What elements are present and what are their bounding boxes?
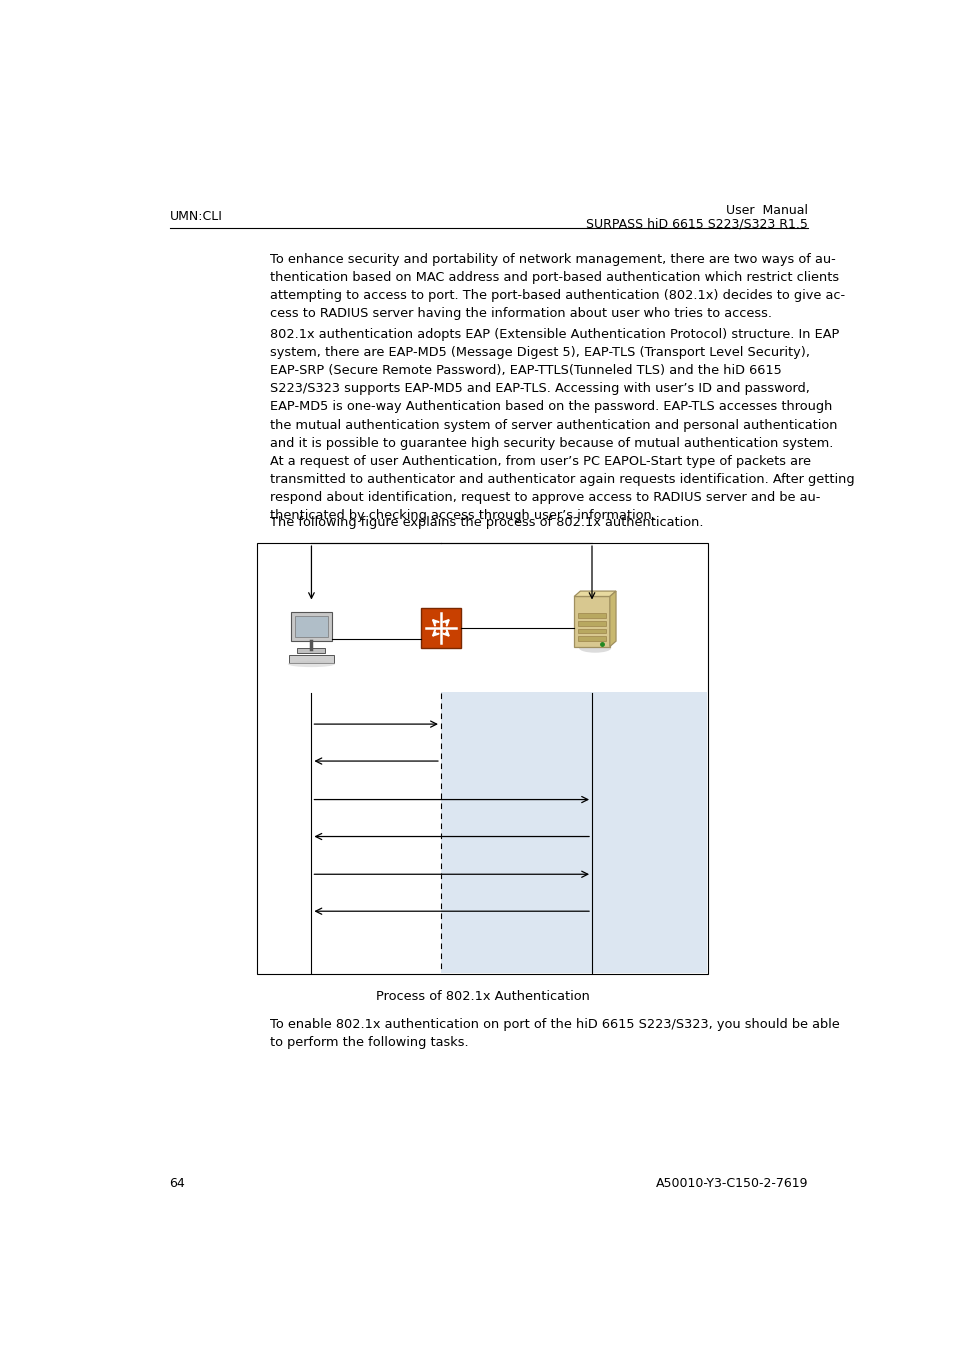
Bar xyxy=(578,621,605,625)
Text: 802.1x authentication adopts EAP (Extensible Authentication Protocol) structure.: 802.1x authentication adopts EAP (Extens… xyxy=(270,328,839,450)
Text: To enable 802.1x authentication on port of the hiD 6615 S223/S323, you should be: To enable 802.1x authentication on port … xyxy=(270,1018,840,1049)
Bar xyxy=(257,543,707,975)
Text: Process of 802.1x Authentication: Process of 802.1x Authentication xyxy=(375,990,589,1003)
Bar xyxy=(440,691,706,973)
Polygon shape xyxy=(609,591,616,647)
FancyBboxPatch shape xyxy=(420,608,460,648)
Text: User  Manual: User Manual xyxy=(725,204,807,217)
Text: To enhance security and portability of network management, there are two ways of: To enhance security and portability of n… xyxy=(270,252,844,320)
Text: At a request of user Authentication, from user’s PC EAPOL-Start type of packets : At a request of user Authentication, fro… xyxy=(270,455,854,522)
Text: The following figure explains the process of 802.1x authentication.: The following figure explains the proces… xyxy=(270,516,703,529)
Bar xyxy=(289,655,334,663)
Bar xyxy=(294,616,328,637)
Bar xyxy=(574,597,609,647)
Ellipse shape xyxy=(288,662,335,667)
Bar xyxy=(578,636,605,640)
Bar xyxy=(291,612,332,641)
Bar xyxy=(578,613,605,618)
Text: UMN:CLI: UMN:CLI xyxy=(170,209,222,223)
Polygon shape xyxy=(574,591,616,597)
Ellipse shape xyxy=(578,644,611,652)
Text: SURPASS hiD 6615 S223/S323 R1.5: SURPASS hiD 6615 S223/S323 R1.5 xyxy=(586,217,807,231)
Text: 64: 64 xyxy=(170,1177,185,1189)
Bar xyxy=(297,648,325,653)
Text: A50010-Y3-C150-2-7619: A50010-Y3-C150-2-7619 xyxy=(655,1177,807,1189)
Bar xyxy=(578,629,605,633)
